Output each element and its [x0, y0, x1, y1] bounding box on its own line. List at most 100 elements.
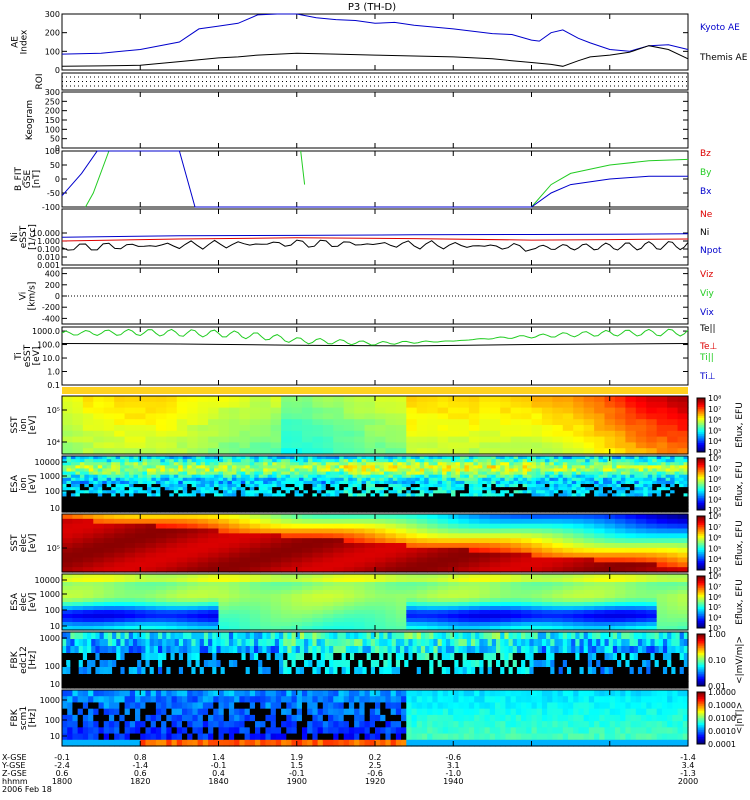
spectrogram-cell	[479, 622, 491, 627]
spectrogram-cell	[504, 459, 510, 463]
spectrogram-cell	[75, 474, 81, 479]
spectrogram-cell	[155, 407, 167, 414]
spectrogram-cell	[303, 487, 309, 491]
spectrogram-cell	[458, 598, 470, 603]
spectrogram-cell	[196, 459, 202, 463]
spectrogram-cell	[187, 496, 193, 501]
spectrogram-cell	[571, 456, 577, 460]
spectrogram-cell	[464, 462, 470, 466]
colorbar-cell	[697, 410, 705, 413]
spectrogram-cell	[330, 462, 336, 466]
spectrogram-cell	[576, 493, 582, 498]
spectrogram-cell	[677, 538, 689, 544]
spectrogram-cell	[656, 459, 662, 463]
spectrogram-cell	[205, 484, 211, 488]
spectrogram-cell	[124, 430, 136, 438]
spectrogram-cell	[468, 425, 480, 432]
colorbar-cell	[697, 489, 705, 492]
spectrogram-cell	[419, 493, 425, 498]
spectrogram-cell	[540, 459, 546, 463]
spectrogram-cell	[343, 401, 355, 409]
colorbar-cell	[697, 407, 705, 410]
spectrogram-cell	[468, 396, 480, 403]
spectrogram-cell	[468, 533, 480, 539]
spectrogram-cell	[270, 401, 282, 409]
spectrogram-cell	[270, 622, 282, 627]
spectrogram-cell	[424, 456, 430, 460]
spectrogram-cell	[459, 456, 466, 460]
spectrogram-cell	[576, 465, 582, 470]
spectrogram-cell	[625, 465, 631, 470]
spectrogram-cell	[464, 471, 470, 476]
spectrogram-cell	[510, 614, 522, 619]
spectrogram-cell	[500, 477, 506, 482]
spectrogram-cell	[197, 626, 209, 631]
spectrogram-cell	[464, 493, 470, 498]
y-tick-label: -50	[47, 189, 60, 198]
spectrogram-cell	[397, 508, 403, 513]
spectrogram-cell	[240, 456, 246, 460]
colorbar-tick-label: 10⁸	[708, 394, 721, 403]
spectrogram-cell	[208, 413, 220, 420]
spectrogram-cell	[562, 594, 574, 599]
spectrogram-cell	[270, 614, 282, 619]
spectrogram-cell	[208, 578, 220, 583]
spectrogram-cell	[510, 578, 522, 583]
spectrogram-cell	[312, 602, 324, 607]
spectrogram-cell	[138, 474, 144, 479]
spectrogram-cell	[385, 622, 397, 627]
spectrogram-cell	[352, 459, 358, 463]
spectrogram-cell	[513, 490, 519, 494]
spectrogram-cell	[392, 474, 398, 479]
spectrogram-cell	[541, 528, 553, 534]
spectrogram-cell	[301, 413, 313, 420]
spectrogram-cell	[395, 528, 407, 534]
spectrogram-cell	[62, 602, 74, 607]
colorbar-cell	[697, 523, 705, 526]
spectrogram-cell	[527, 496, 533, 501]
y-tick-label: 100	[45, 147, 60, 156]
spectrogram-cell	[97, 496, 103, 501]
spectrogram-cell	[173, 480, 179, 485]
spectrogram-cell	[339, 484, 345, 488]
spectrogram-cell	[281, 396, 293, 403]
spectrogram-cell	[106, 465, 112, 470]
spectrogram-cell	[486, 502, 492, 507]
spectrogram-cell	[303, 459, 309, 463]
spectrogram-cell	[495, 468, 501, 473]
spectrogram-cell	[540, 474, 546, 479]
spectrogram-cell	[291, 562, 303, 568]
spectrogram-cell	[562, 448, 574, 455]
spectrogram-cell	[477, 471, 483, 476]
y-tick-label: 300	[45, 10, 60, 19]
spectrogram-cell	[522, 487, 528, 491]
spectrogram-cell	[145, 618, 157, 623]
spectrogram-cell	[106, 468, 112, 473]
spectrogram-cell	[103, 396, 115, 403]
spectrogram-cell	[459, 496, 466, 501]
spectrogram-cell	[583, 413, 595, 420]
spectrogram-cell	[187, 614, 199, 619]
spectrogram-cell	[614, 419, 626, 426]
spectrogram-cell	[646, 547, 658, 554]
spectrogram-cell	[375, 474, 381, 479]
spectrogram-cell	[552, 586, 564, 591]
spectrogram-cell	[521, 578, 533, 583]
spectrogram-cell	[397, 474, 403, 479]
spectrogram-cell	[187, 468, 193, 473]
spectrogram-cell	[343, 477, 349, 482]
spectrogram-cell	[638, 477, 644, 482]
spectrogram-cell	[263, 477, 269, 482]
spectrogram-cell	[245, 459, 251, 463]
spectrogram-cell	[558, 508, 564, 513]
spectrogram-cell	[446, 462, 452, 466]
spectrogram-cell	[486, 505, 492, 510]
spectrogram-cell	[656, 407, 668, 414]
spectrogram-cell	[674, 505, 680, 510]
spectrogram-cell	[670, 462, 676, 466]
spectrogram-cell	[214, 496, 220, 501]
spectrogram-cell	[218, 462, 224, 466]
spectrogram-cell	[683, 471, 689, 476]
spectrogram-cell	[218, 505, 224, 510]
spectrogram-cell	[354, 586, 366, 591]
